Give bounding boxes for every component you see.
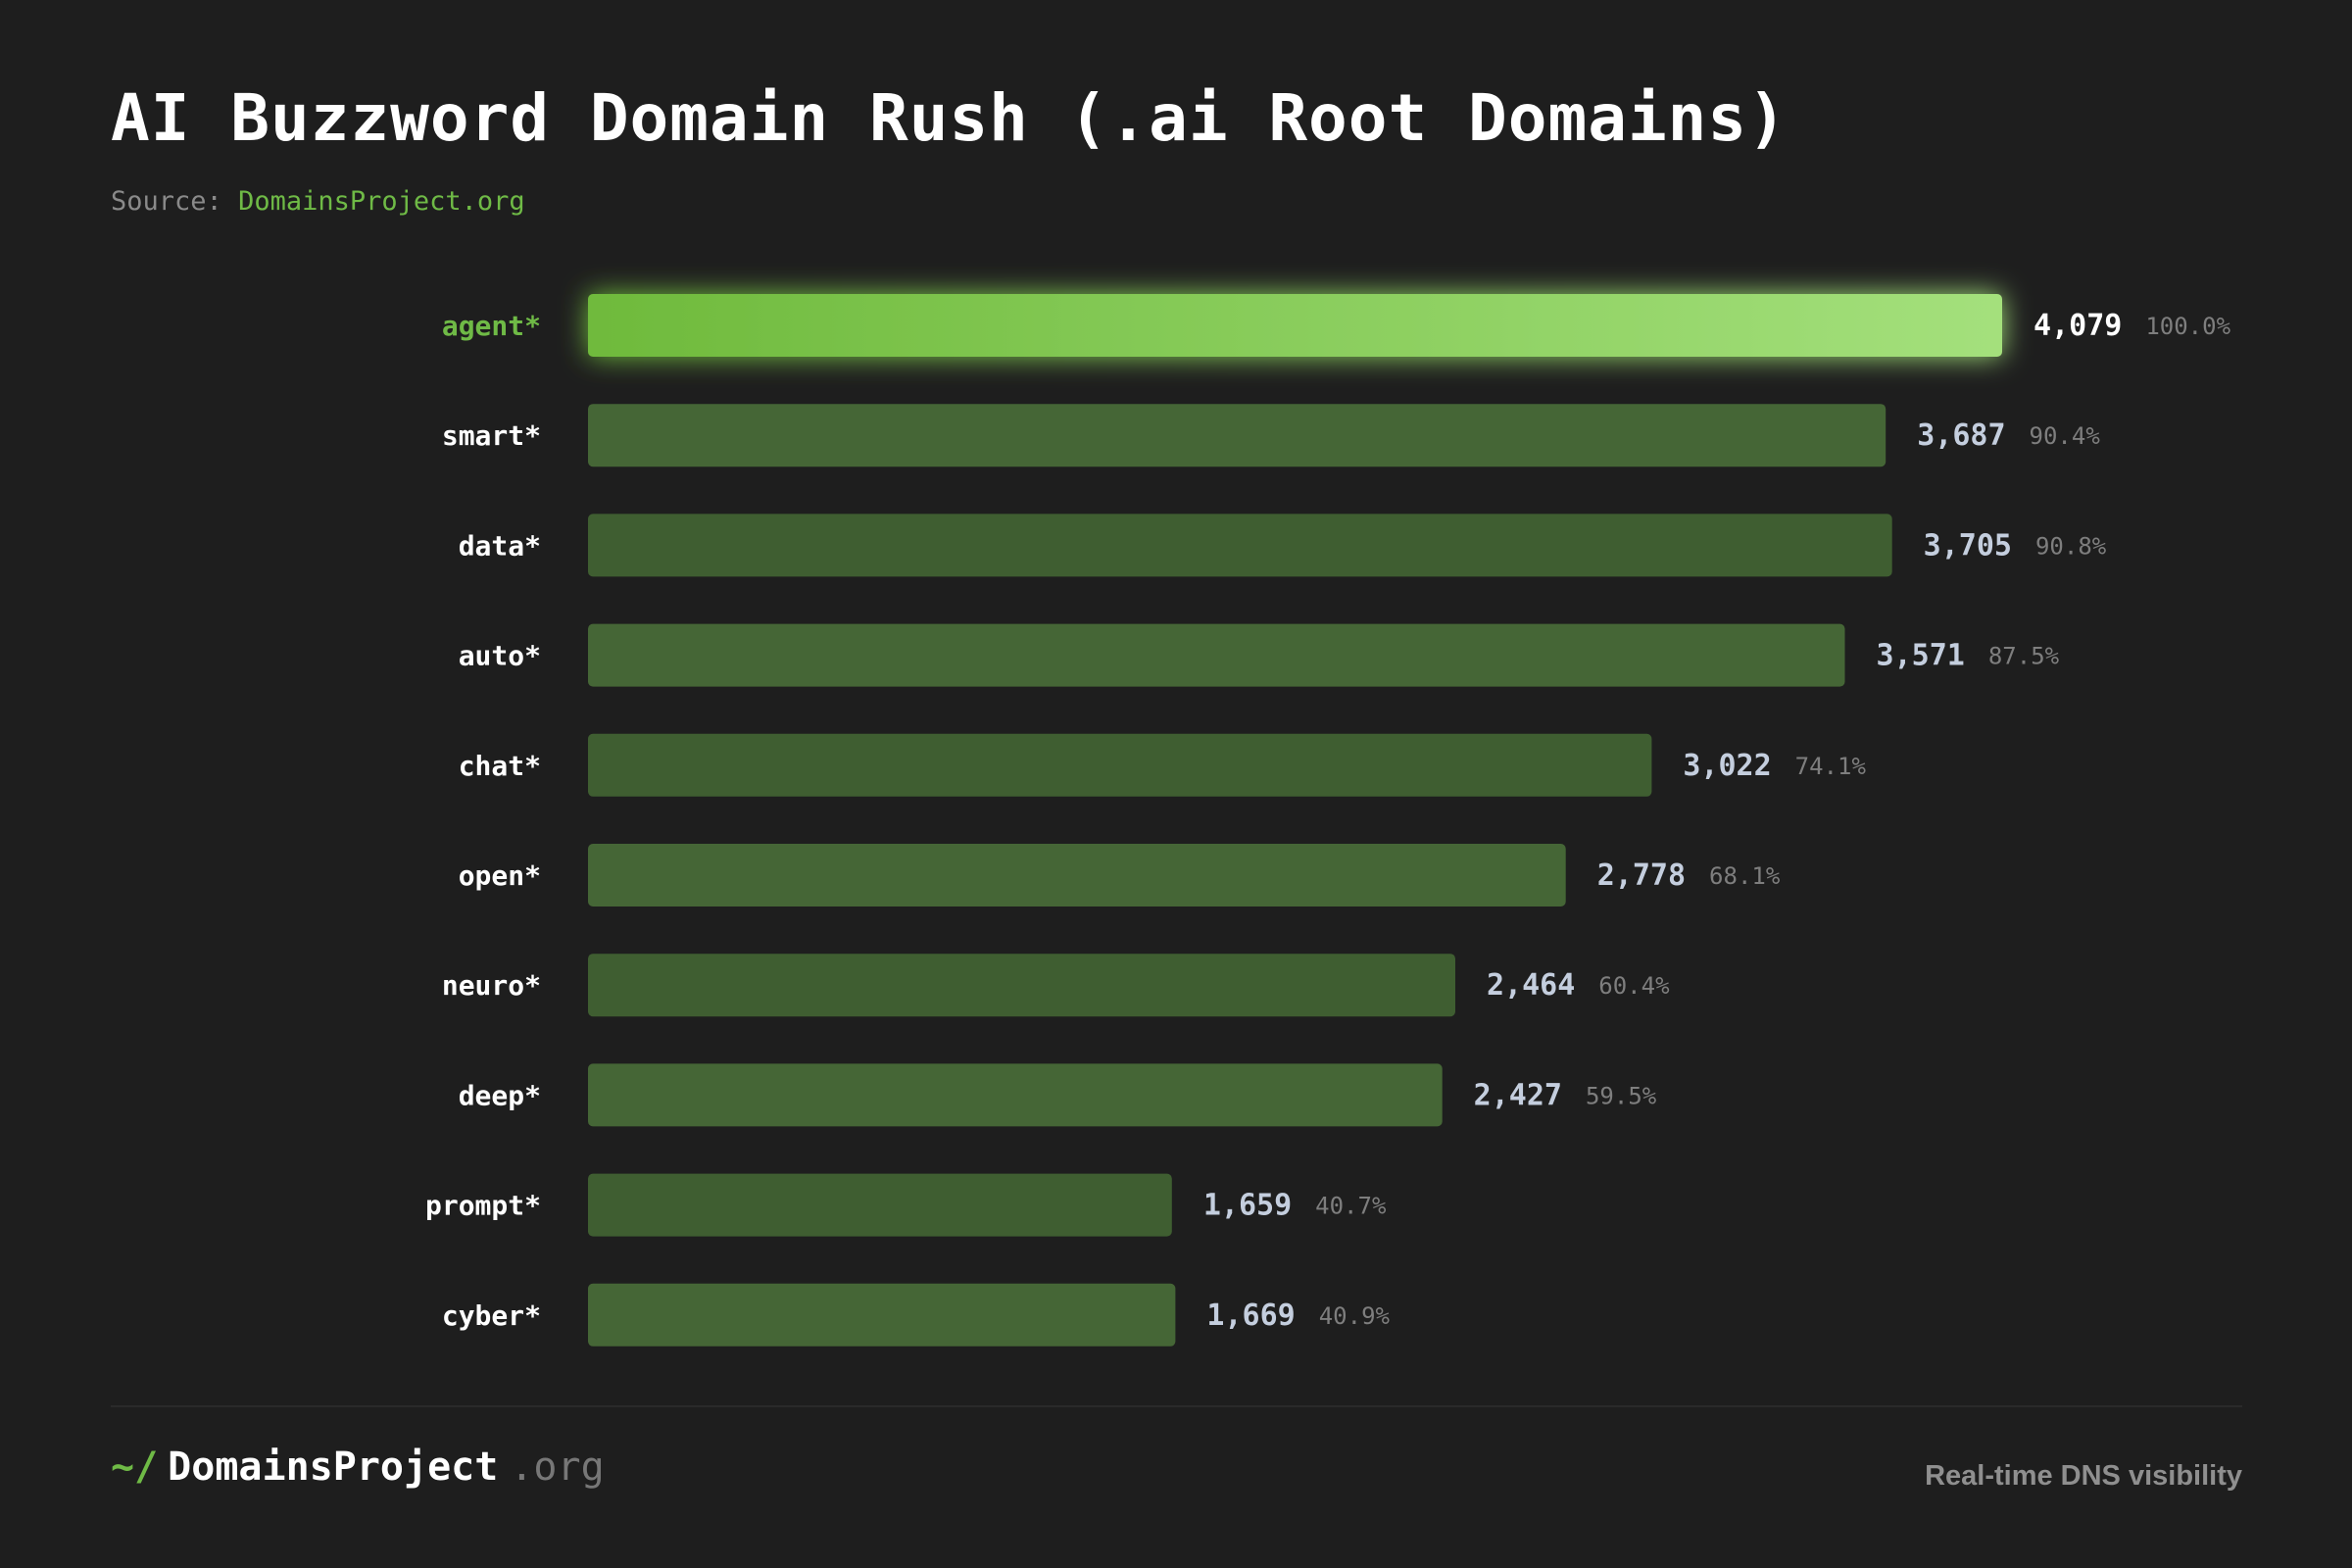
value-label: 3,022	[1683, 749, 1771, 783]
category-label: chat*	[459, 750, 541, 782]
category-label: open*	[459, 859, 541, 892]
source-line: Source: DomainsProject.org	[111, 186, 525, 217]
footer-logo[interactable]: ~/DomainsProject .org	[111, 1445, 605, 1490]
category-label: deep*	[459, 1079, 541, 1111]
value-label: 2,427	[1474, 1078, 1562, 1112]
bar	[588, 514, 1892, 577]
percent-label: 40.9%	[1319, 1302, 1391, 1330]
percent-label: 74.1%	[1795, 753, 1867, 780]
bar	[588, 1283, 1176, 1347]
value-label: 3,705	[1924, 528, 2012, 563]
category-label: prompt*	[425, 1190, 541, 1222]
value-label: 3,571	[1877, 639, 1965, 673]
percent-label: 87.5%	[1988, 643, 2060, 670]
value-label: 1,659	[1203, 1189, 1292, 1223]
value-label: 1,669	[1206, 1298, 1295, 1333]
category-label: neuro*	[442, 969, 541, 1002]
bar	[588, 1173, 1172, 1237]
footer-divider	[111, 1405, 2242, 1407]
category-label: auto*	[459, 640, 541, 672]
category-label: smart*	[442, 419, 541, 452]
bar	[588, 844, 1566, 906]
percent-label: 90.8%	[2035, 532, 2107, 560]
bar-chart: agent* 4,079 100.0% smart* 3,687 90.4% data* 3,…	[425, 294, 2231, 1347]
percent-label: 68.1%	[1709, 862, 1781, 890]
bar	[588, 733, 1652, 797]
value-label: 2,778	[1597, 858, 1686, 893]
source-label: Source:	[111, 186, 222, 217]
logo-tld: .org	[510, 1445, 605, 1490]
percent-label: 90.4%	[2030, 422, 2101, 450]
value-label: 3,687	[1917, 418, 2005, 453]
category-label: cyber*	[442, 1299, 541, 1332]
percent-label: 40.7%	[1315, 1193, 1387, 1220]
source-link[interactable]: DomainsProject.org	[238, 186, 525, 217]
percent-label: 60.4%	[1598, 972, 1670, 1000]
bar	[588, 404, 1886, 467]
bar	[588, 623, 1845, 687]
footer-tagline: Real-time DNS visibility	[1925, 1460, 2242, 1492]
logo-tilde: ~/	[111, 1445, 159, 1490]
bar	[588, 294, 2002, 357]
value-label: 2,464	[1487, 968, 1575, 1003]
chart-title: AI Buzzword Domain Rush (.ai Root Domain…	[111, 80, 1788, 156]
category-label: agent*	[442, 310, 541, 342]
value-label: 4,079	[2034, 309, 2122, 343]
logo-name: DomainsProject	[168, 1445, 499, 1490]
bar	[588, 954, 1455, 1017]
bar	[588, 1063, 1443, 1127]
category-label: data*	[459, 529, 541, 562]
percent-label: 59.5%	[1586, 1082, 1657, 1109]
percent-label: 100.0%	[2145, 313, 2230, 340]
